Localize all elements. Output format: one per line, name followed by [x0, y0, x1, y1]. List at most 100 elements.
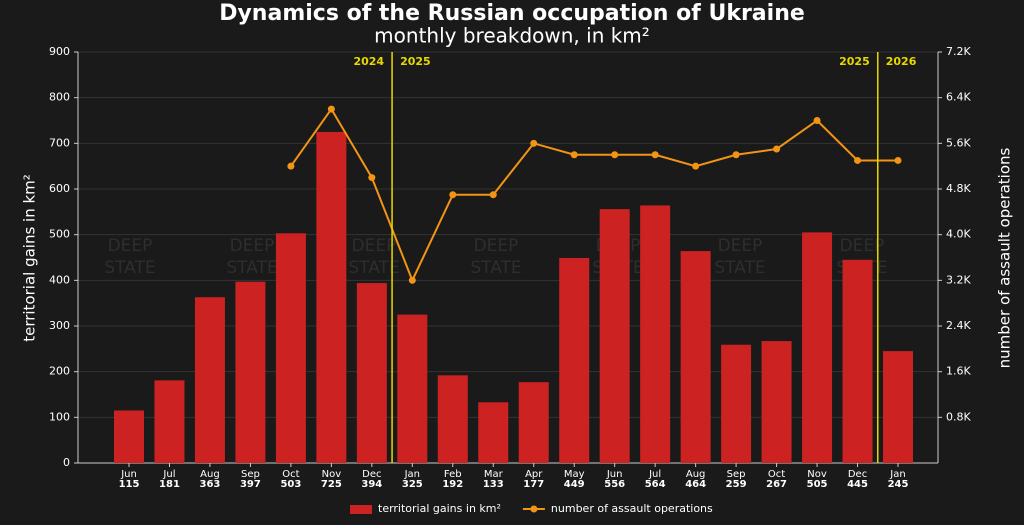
y2-tick-label: 5.6K — [946, 136, 971, 149]
year-label: 2024 — [353, 55, 384, 68]
x-tick-label: Nov — [807, 469, 827, 480]
x-tick-label: Jan — [404, 469, 420, 480]
bar — [883, 351, 913, 463]
bar-value-label: 181 — [159, 479, 180, 490]
y2-tick-label: 2.4K — [946, 319, 971, 332]
bar-value-label: 192 — [442, 479, 463, 490]
bar — [842, 259, 873, 463]
watermark: STATE — [348, 258, 399, 278]
bar — [721, 344, 752, 463]
bar-value-label: 505 — [807, 479, 828, 490]
watermark: STATE — [226, 258, 277, 278]
bar-value-label: 394 — [361, 479, 382, 490]
bar-value-label: 133 — [483, 479, 504, 490]
bar — [437, 375, 468, 463]
x-tick-label: Jul — [162, 469, 175, 480]
y-tick-label: 100 — [49, 410, 70, 423]
x-tick-label: Dec — [848, 469, 867, 480]
bar-value-label: 564 — [645, 479, 666, 490]
year-label: 2025 — [839, 55, 870, 68]
line-point — [732, 151, 740, 159]
y-axis-label: territorial gains in km² — [21, 174, 39, 342]
bar-value-label: 267 — [766, 479, 787, 490]
x-tick-label: Jan — [889, 469, 905, 480]
y-tick-label: 200 — [49, 365, 70, 378]
chart-subtitle: monthly breakdown, in km² — [374, 24, 650, 48]
legend-swatch — [530, 505, 538, 513]
legend-label: number of assault operations — [551, 502, 713, 515]
bar-value-label: 464 — [685, 479, 706, 490]
y-tick-label: 900 — [49, 45, 70, 58]
line-point — [773, 145, 781, 153]
y2-tick-label: 4.8K — [946, 182, 971, 195]
watermark: DEEP — [718, 236, 763, 256]
x-tick-label: Feb — [444, 469, 462, 480]
line-point — [651, 151, 659, 159]
line-point — [489, 191, 497, 199]
bar — [275, 233, 306, 463]
bar-value-label: 245 — [888, 479, 909, 490]
bar — [761, 341, 792, 463]
bar-value-label: 503 — [280, 479, 301, 490]
chart-title: Dynamics of the Russian occupation of Uk… — [219, 1, 805, 26]
bar — [194, 297, 225, 463]
watermark: DEEP — [230, 236, 275, 256]
y-tick-label: 400 — [49, 273, 70, 286]
line-point — [287, 162, 295, 170]
line-point — [449, 191, 457, 199]
y2-tick-label: 3.2K — [946, 273, 971, 286]
year-label: 2025 — [400, 55, 431, 68]
watermark: DEEP — [108, 236, 153, 256]
watermark: DEEP — [840, 236, 885, 256]
line-point — [570, 151, 578, 159]
y-tick-label: 800 — [49, 91, 70, 104]
y2-tick-label: 0.8K — [946, 410, 971, 423]
bar — [478, 402, 509, 463]
bar — [802, 232, 833, 463]
bar-value-label: 325 — [402, 479, 423, 490]
x-tick-label: Mar — [484, 469, 504, 480]
watermark: DEEP — [352, 236, 397, 256]
watermark: STATE — [714, 258, 765, 278]
bar — [518, 382, 549, 463]
x-tick-label: Sep — [727, 469, 746, 480]
bar — [397, 314, 428, 463]
y2-tick-label: 7.2K — [946, 45, 971, 58]
bar-value-label: 177 — [523, 479, 544, 490]
x-tick-label: Jun — [120, 469, 137, 480]
bar-value-label: 363 — [200, 479, 221, 490]
bar — [559, 257, 590, 463]
bar — [235, 281, 266, 463]
line-point — [408, 276, 416, 284]
bar — [640, 205, 671, 463]
bar-value-label: 397 — [240, 479, 261, 490]
x-tick-label: Jun — [606, 469, 623, 480]
y-tick-label: 600 — [49, 182, 70, 195]
line-point — [813, 117, 821, 124]
x-tick-label: Nov — [322, 469, 342, 480]
bar — [599, 209, 630, 463]
bar — [680, 251, 711, 463]
bar-value-label: 449 — [564, 479, 585, 490]
watermark: DEEP — [474, 236, 519, 256]
bar-value-label: 259 — [726, 479, 747, 490]
bar-value-label: 115 — [119, 479, 140, 490]
line-point — [894, 156, 902, 164]
legend-label: territorial gains in km² — [378, 502, 501, 515]
bar-value-label: 556 — [604, 479, 625, 490]
y2-tick-label: 1.6K — [946, 365, 971, 378]
bar — [114, 410, 144, 463]
line-point — [530, 139, 538, 147]
x-tick-label: Dec — [362, 469, 381, 480]
watermark: STATE — [470, 258, 521, 278]
line-point — [368, 174, 376, 182]
bar-value-label: 725 — [321, 479, 342, 490]
y-tick-label: 300 — [49, 319, 70, 332]
x-tick-label: Aug — [686, 469, 706, 480]
x-tick-label: Sep — [241, 469, 260, 480]
x-tick-label: Oct — [768, 469, 785, 480]
year-label: 2026 — [886, 55, 917, 68]
watermark: STATE — [104, 258, 155, 278]
x-tick-label: Oct — [282, 469, 299, 480]
